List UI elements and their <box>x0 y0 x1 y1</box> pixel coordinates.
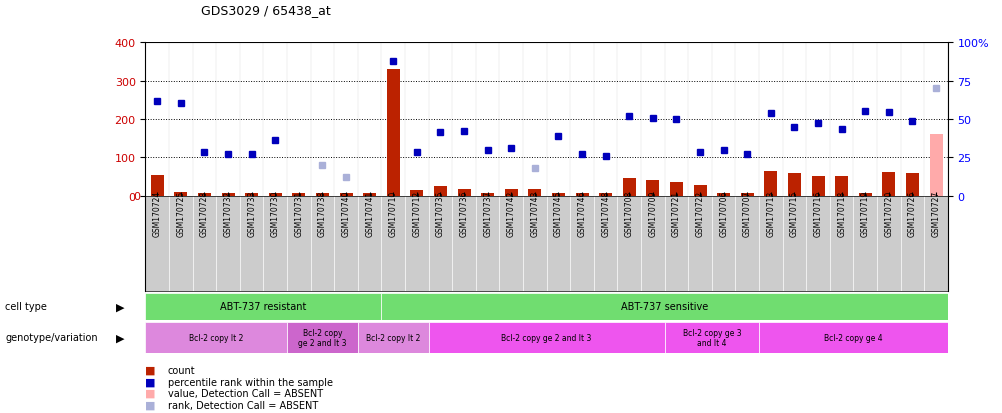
Text: ▶: ▶ <box>116 332 124 343</box>
Text: ABT-737 resistant: ABT-737 resistant <box>220 301 307 312</box>
Bar <box>740 193 753 196</box>
Bar <box>410 190 423 196</box>
Text: Bcl-2 copy ge 3
and lt 4: Bcl-2 copy ge 3 and lt 4 <box>681 328 740 347</box>
Bar <box>145 322 287 353</box>
Bar <box>858 193 871 196</box>
Text: ABT-737 sensitive: ABT-737 sensitive <box>620 301 707 312</box>
Bar <box>269 193 282 196</box>
Text: ■: ■ <box>145 377 155 387</box>
Bar <box>316 193 329 196</box>
Bar <box>504 189 517 196</box>
Bar <box>598 193 611 196</box>
Bar <box>575 193 588 196</box>
Bar <box>551 193 564 196</box>
Text: value, Detection Call = ABSENT: value, Detection Call = ABSENT <box>167 388 323 398</box>
Bar <box>145 293 381 320</box>
Text: genotype/variation: genotype/variation <box>5 332 97 343</box>
Bar <box>434 187 447 196</box>
Text: Bcl-2 copy ge 2 and lt 3: Bcl-2 copy ge 2 and lt 3 <box>501 333 591 342</box>
Bar <box>716 193 729 196</box>
Text: Bcl-2 copy lt 2: Bcl-2 copy lt 2 <box>188 333 243 342</box>
Bar <box>150 175 163 196</box>
Bar <box>622 179 635 196</box>
Text: rank, Detection Call = ABSENT: rank, Detection Call = ABSENT <box>167 400 318 410</box>
Bar <box>292 193 305 196</box>
Bar <box>905 174 918 196</box>
Bar <box>287 322 358 353</box>
Bar <box>788 174 801 196</box>
Text: ■: ■ <box>145 388 155 398</box>
Bar <box>645 181 658 196</box>
Text: Bcl-2 copy
ge 2 and lt 3: Bcl-2 copy ge 2 and lt 3 <box>298 328 347 347</box>
Bar <box>764 171 777 196</box>
Bar <box>387 70 400 196</box>
Bar <box>669 183 682 196</box>
Bar <box>835 176 848 196</box>
Text: Bcl-2 copy lt 2: Bcl-2 copy lt 2 <box>366 333 420 342</box>
Bar <box>481 193 494 196</box>
Bar <box>197 193 210 196</box>
Bar <box>929 135 942 196</box>
Text: GDS3029 / 65438_at: GDS3029 / 65438_at <box>200 4 330 17</box>
Text: cell type: cell type <box>5 301 47 312</box>
Bar <box>358 322 428 353</box>
Bar <box>244 193 258 196</box>
Bar <box>882 173 895 196</box>
Bar <box>664 322 759 353</box>
Text: ▶: ▶ <box>116 301 124 312</box>
Bar <box>759 322 947 353</box>
Bar <box>457 189 470 196</box>
Bar <box>174 192 187 196</box>
Bar <box>363 193 376 196</box>
Bar <box>811 176 824 196</box>
Bar <box>528 189 541 196</box>
Bar <box>428 322 664 353</box>
Text: 0: 0 <box>133 191 140 201</box>
Bar <box>381 293 947 320</box>
Text: percentile rank within the sample: percentile rank within the sample <box>167 377 333 387</box>
Text: Bcl-2 copy ge 4: Bcl-2 copy ge 4 <box>824 333 882 342</box>
Bar <box>692 185 705 196</box>
Bar <box>340 193 352 196</box>
Text: ■: ■ <box>145 365 155 375</box>
Bar <box>221 193 234 196</box>
Text: count: count <box>167 365 195 375</box>
Text: ■: ■ <box>145 400 155 410</box>
